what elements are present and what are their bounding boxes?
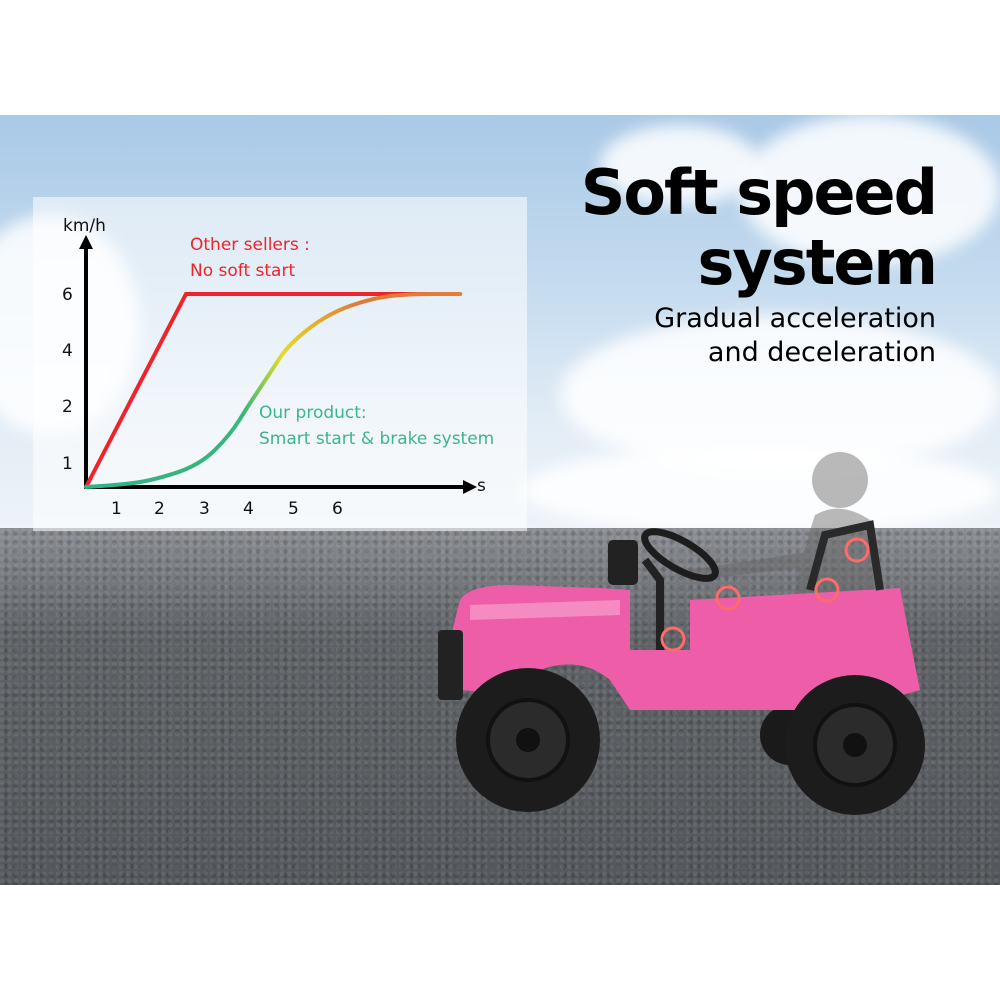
y-tick-label: 4 [62,341,73,361]
y-tick-label: 1 [62,454,73,474]
y-axis-label: km/h [63,216,106,236]
front-wheel [456,668,600,812]
x-tick-label: 5 [288,499,299,519]
headline-title: Soft speed system [580,156,938,299]
speed-chart: km/h s 1 2 3 4 5 6 1 2 4 6 Other sellers : No sof… [33,197,527,531]
x-tick-label: 4 [243,499,254,519]
y-axis-arrow [79,235,93,249]
y-tick-label: 6 [62,285,73,305]
our-product-label-1: Our product: [259,403,367,423]
x-axis-label: s [477,476,486,496]
title-line-2: system [697,226,938,299]
rear-wheel [785,675,925,815]
our-product-label-2: Smart start & brake system [259,429,494,449]
other-sellers-label-1: Other sellers : [190,235,310,255]
subtitle-line-2: and deceleration [707,337,936,368]
series-other-sellers-line [84,292,461,488]
x-tick-label: 3 [199,499,210,519]
pink-ride-on-jeep-image [438,452,925,815]
chart-svg: km/h s 1 2 3 4 5 6 1 2 4 6 Other sellers : No sof… [62,216,494,519]
series-our-product-line [84,292,463,489]
x-tick-label: 1 [111,499,122,519]
subtitle-line-1: Gradual acceleration [654,303,936,334]
x-axis-arrow [463,480,477,494]
x-tick-label: 2 [154,499,165,519]
title-line-1: Soft speed [580,156,938,229]
other-sellers-label-2: No soft start [190,261,295,281]
side-mirror [608,540,638,585]
y-tick-label: 2 [62,397,73,417]
steering-wheel [641,528,719,582]
headline-subtitle: Gradual acceleration and deceleration [654,302,936,370]
x-tick-label: 6 [332,499,343,519]
